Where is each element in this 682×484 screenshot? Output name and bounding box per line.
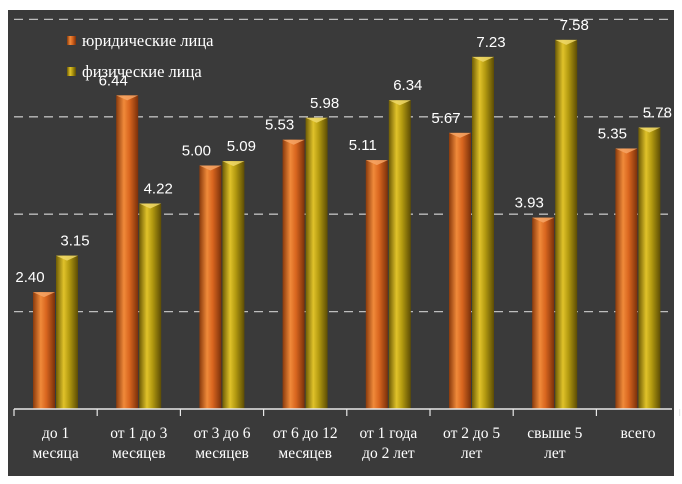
bar-body — [139, 203, 162, 409]
category-label: от 6 до 12 месяцев — [273, 425, 338, 462]
legend-swatch — [67, 67, 76, 76]
bar-individual-3 — [305, 117, 328, 410]
bar-cap — [56, 255, 78, 261]
value-label: 5.11 — [349, 137, 377, 154]
bar-cap — [305, 117, 328, 123]
bar-individual-5 — [472, 56, 494, 410]
bar-cap — [199, 165, 222, 171]
bar-body — [615, 148, 638, 409]
bar-legal-5 — [449, 132, 471, 409]
legend-swatch — [67, 36, 76, 45]
value-label: 5.35 — [598, 125, 627, 142]
bar-individual-0 — [56, 255, 78, 409]
category-label: от 3 до 6 месяцев — [193, 425, 250, 462]
bar-legal-0 — [33, 292, 55, 409]
value-label: 5.67 — [431, 110, 460, 127]
bar-legal-3 — [282, 139, 305, 409]
bar-cap — [33, 292, 55, 298]
bar-body — [365, 160, 388, 409]
legend-item-0: юридические лица — [67, 31, 214, 50]
category-label: всего — [621, 425, 656, 442]
value-label: 7.58 — [560, 17, 589, 34]
bar-body — [282, 139, 305, 409]
bar-cap — [449, 132, 471, 138]
legend-label: физические лица — [82, 62, 202, 81]
bar-body — [638, 127, 661, 409]
bar-cap — [139, 203, 162, 209]
bar-body — [472, 56, 494, 410]
category-label: свыше 5 лет — [527, 425, 582, 462]
value-labels-layer: 2.40 6.44 5.00 5.53 5.11 5.67 3.93 5.35 3.15 4.22… — [15, 17, 672, 286]
bar-cap — [532, 217, 555, 223]
bar-body — [199, 165, 222, 409]
bar-body — [449, 132, 471, 409]
bar-cap — [365, 160, 388, 166]
bar-cap — [638, 127, 661, 133]
legend-label: юридические лица — [82, 31, 214, 50]
bar-cap — [555, 39, 578, 45]
bar-individual-7 — [638, 127, 661, 409]
legend: юридические лица физические лица — [67, 31, 214, 81]
value-label: 3.15 — [60, 233, 89, 250]
bar-individual-6 — [555, 39, 578, 409]
bar-cap — [472, 56, 494, 62]
bar-legal-6 — [532, 217, 555, 409]
category-label: от 1 года до 2 лет — [359, 425, 417, 462]
value-label: 2.40 — [15, 269, 44, 286]
value-label: 7.23 — [476, 34, 505, 51]
bars-layer — [33, 39, 661, 410]
bar-cap — [388, 100, 411, 106]
bar-body — [56, 255, 78, 409]
x-axis: до 1 месяца от 1 до 3 месяцев от 3 до 6 месяц… — [13, 408, 681, 462]
value-label: 6.44 — [99, 72, 128, 89]
value-label: 5.53 — [265, 117, 294, 134]
bar-legal-1 — [116, 95, 139, 409]
bar-individual-1 — [139, 203, 162, 409]
value-label: 5.09 — [227, 138, 256, 155]
value-label: 5.00 — [182, 143, 211, 160]
bar-cap — [116, 95, 139, 101]
category-label: от 1 до 3 месяцев — [110, 425, 167, 462]
bar-body — [222, 161, 245, 409]
category-label: от 2 до 5 лет — [443, 425, 500, 462]
bar-legal-4 — [365, 160, 388, 409]
bar-body — [33, 292, 55, 409]
bar-body — [388, 100, 411, 409]
bar-cap — [282, 139, 305, 145]
bar-legal-7 — [615, 148, 638, 409]
bar-cap — [222, 161, 245, 167]
value-label: 5.98 — [310, 95, 339, 112]
value-label: 4.22 — [144, 180, 173, 197]
bar-body — [116, 95, 139, 409]
value-label: 5.78 — [643, 105, 672, 122]
bar-legal-2 — [199, 165, 222, 409]
bar-body — [532, 217, 555, 409]
bar-cap — [615, 148, 638, 154]
bar-individual-4 — [388, 100, 411, 409]
bar-body — [555, 39, 578, 409]
value-label: 6.34 — [393, 77, 422, 94]
legend-item-1: физические лица — [67, 62, 202, 81]
bar-body — [305, 117, 328, 410]
bar-individual-2 — [222, 161, 245, 409]
category-label: до 1 месяца — [32, 425, 78, 462]
value-label: 3.93 — [515, 195, 544, 212]
